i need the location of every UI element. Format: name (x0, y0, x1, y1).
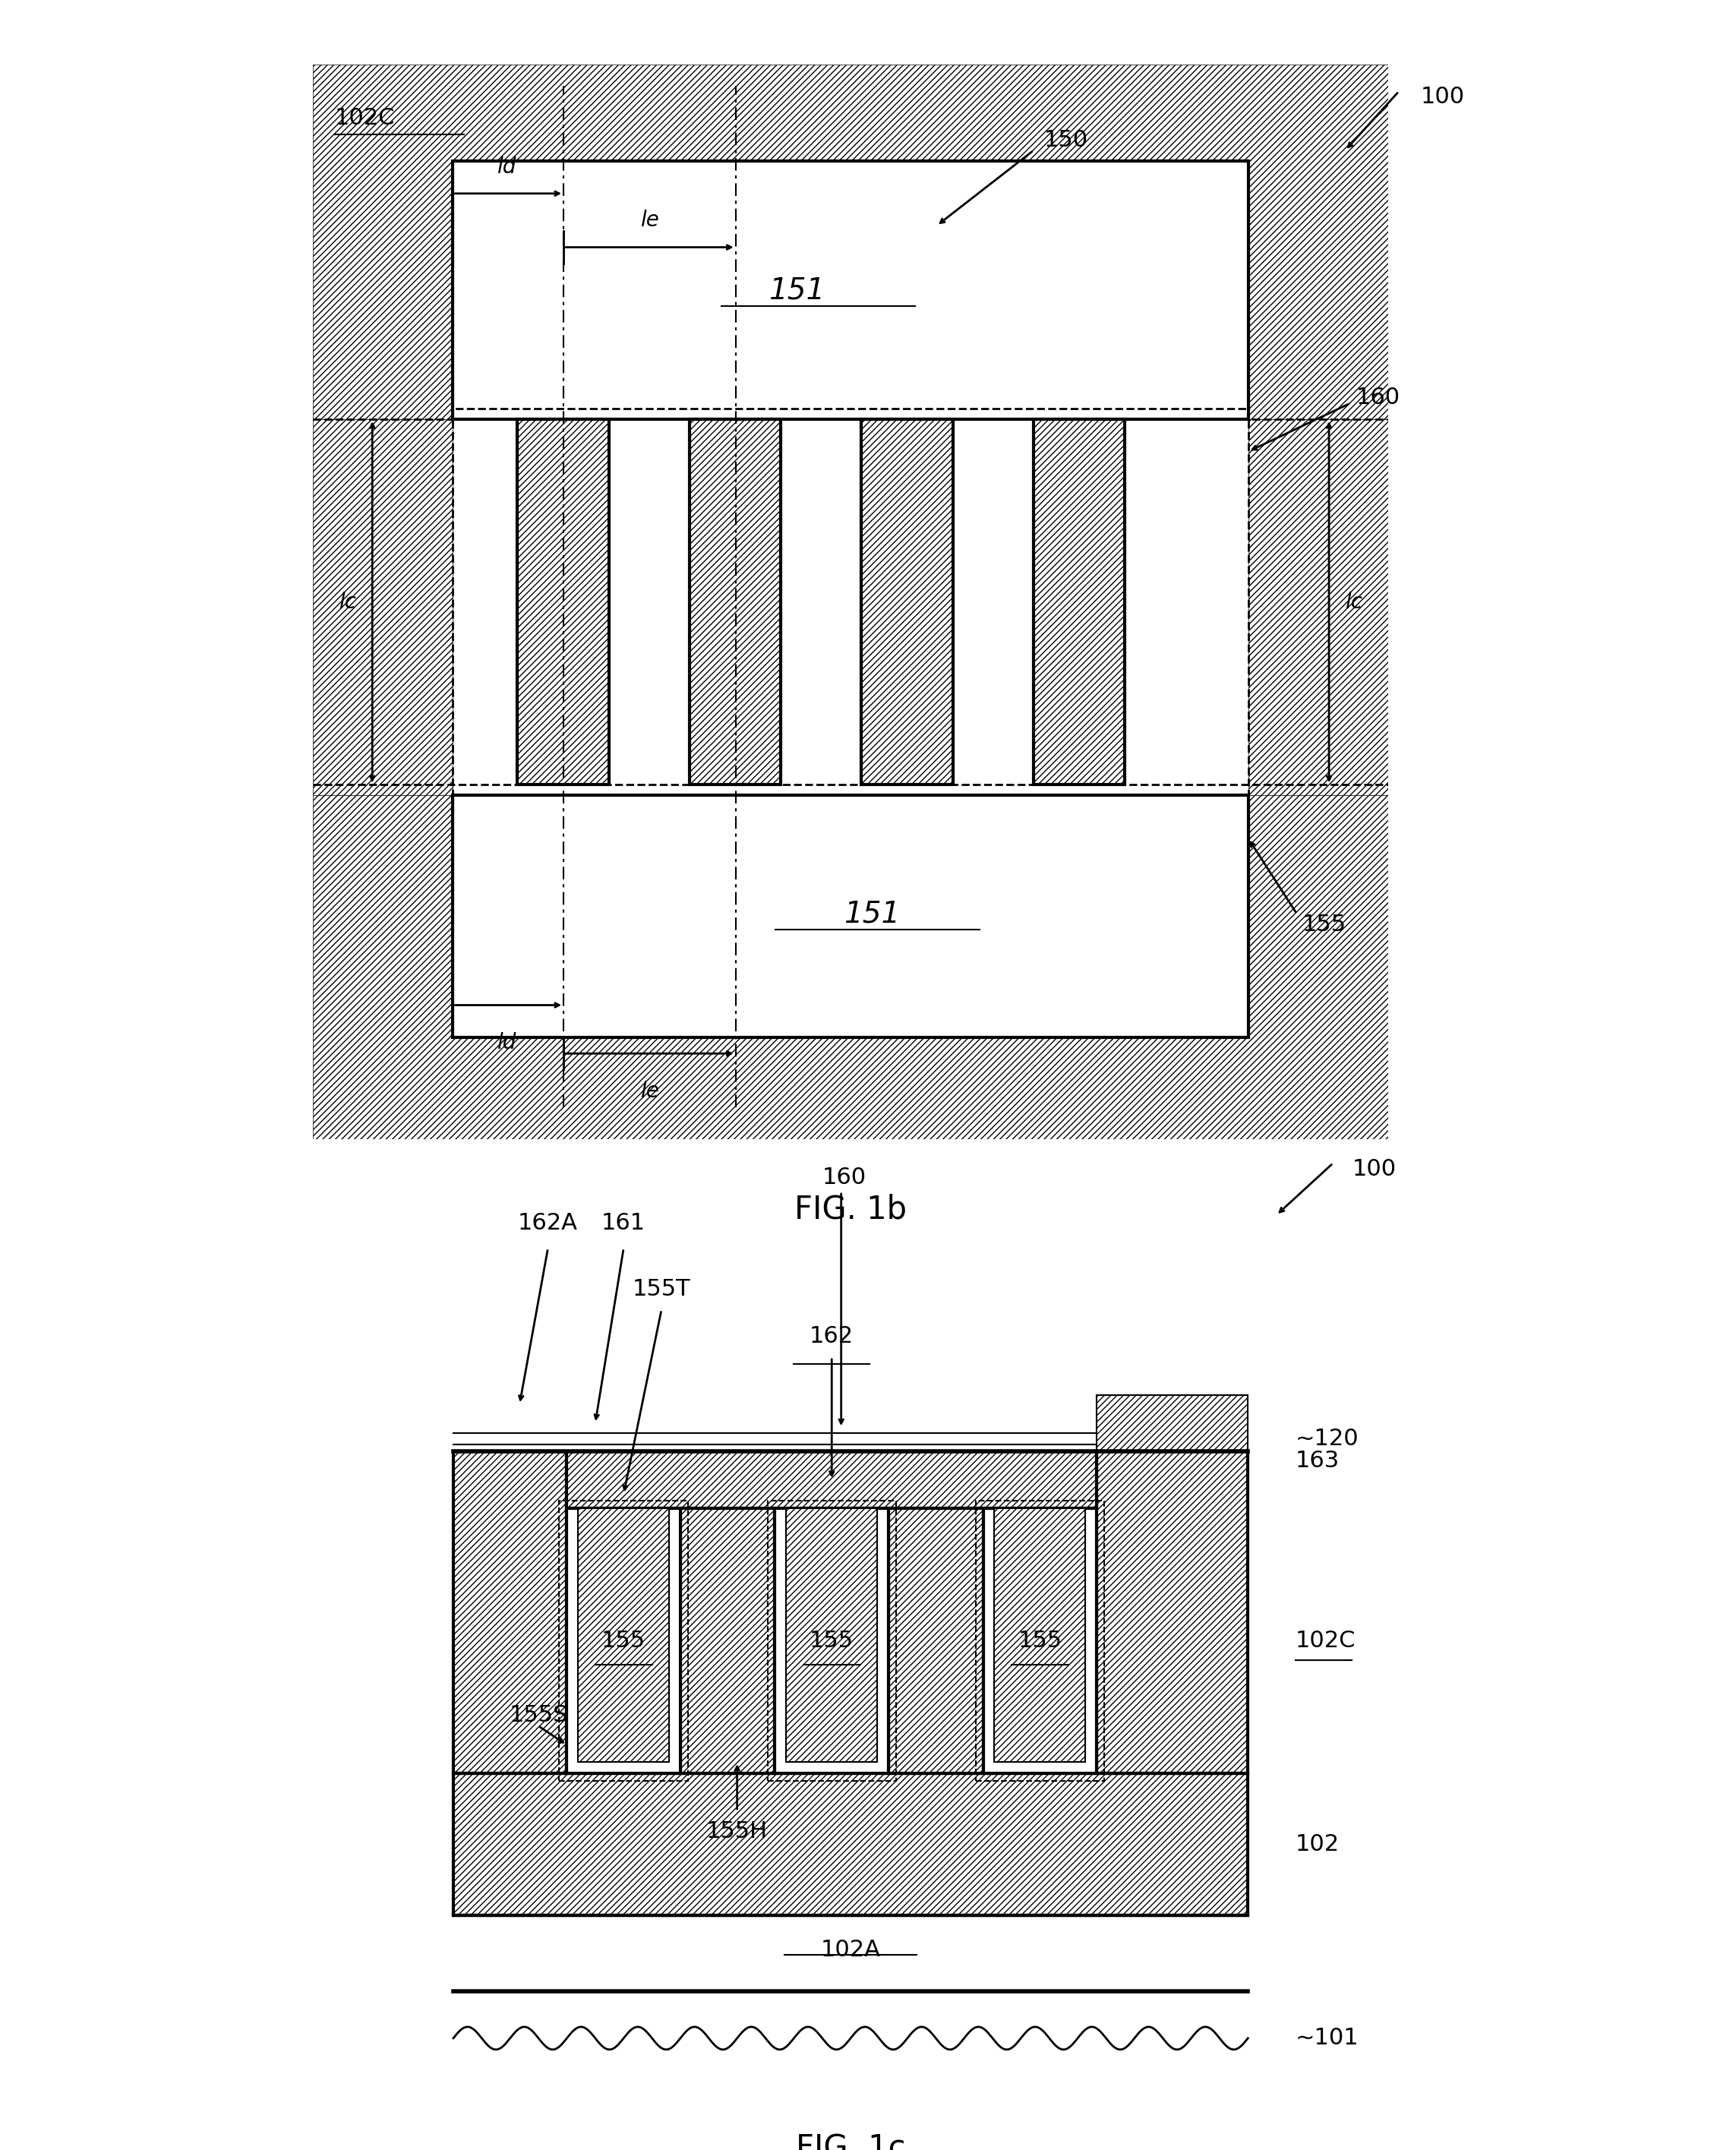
Text: FIG. 1c: FIG. 1c (795, 2133, 906, 2150)
Text: 100: 100 (1352, 1159, 1396, 1180)
Bar (1033, 419, 1125, 785)
Text: 155: 155 (1017, 1630, 1062, 1651)
Text: lc: lc (1345, 591, 1363, 613)
Bar (1248, 419, 1389, 796)
Bar (1097, 1451, 1248, 1774)
Text: 155T: 155T (632, 1279, 691, 1301)
Text: 161: 161 (602, 1213, 646, 1234)
Bar (774, 1509, 889, 1774)
Bar (995, 1509, 1085, 1763)
Text: 155: 155 (602, 1630, 646, 1651)
Text: 160: 160 (1356, 387, 1399, 408)
Text: 155: 155 (809, 1630, 854, 1651)
Text: 163: 163 (1295, 1449, 1340, 1473)
Text: 150: 150 (1043, 129, 1088, 150)
Bar (1097, 1395, 1248, 1451)
Text: 100: 100 (1420, 86, 1465, 108)
Bar (453, 408, 1248, 796)
Bar (312, 796, 1389, 1140)
Bar (786, 1509, 877, 1763)
Bar (689, 419, 781, 785)
Bar (517, 419, 609, 785)
Text: 155S: 155S (509, 1705, 568, 1726)
Bar (312, 64, 1389, 419)
Text: 102C: 102C (335, 108, 396, 129)
Bar (861, 419, 953, 785)
Text: 155H: 155H (707, 1821, 767, 1843)
Bar (767, 1501, 896, 1780)
Bar (453, 1451, 568, 1774)
Bar (559, 1501, 687, 1780)
Text: ~101: ~101 (1295, 2027, 1359, 2049)
Bar (453, 1774, 1248, 1916)
Text: lc: lc (339, 591, 356, 613)
Text: 155: 155 (1302, 914, 1345, 935)
Bar (889, 1509, 983, 1774)
Text: le: le (641, 1081, 660, 1101)
Text: FIG. 1b: FIG. 1b (795, 1193, 906, 1225)
Bar (453, 161, 1248, 419)
Bar (568, 1451, 1097, 1509)
Bar (976, 1501, 1104, 1780)
Bar (453, 796, 1248, 1038)
Text: ld: ld (496, 157, 516, 178)
Text: 102: 102 (1295, 1834, 1340, 1855)
Bar (568, 1509, 681, 1774)
Text: 162: 162 (809, 1327, 854, 1348)
Text: 102C: 102C (1295, 1630, 1356, 1651)
Bar (578, 1509, 668, 1763)
Text: le: le (641, 211, 660, 232)
Text: ~120: ~120 (1295, 1428, 1359, 1449)
Text: 160: 160 (823, 1165, 866, 1189)
Text: 151: 151 (769, 275, 825, 305)
Text: ld: ld (496, 1032, 516, 1053)
Bar (681, 1509, 774, 1774)
Bar (312, 419, 453, 796)
Text: 151: 151 (844, 899, 901, 929)
Text: 102A: 102A (821, 1939, 880, 1961)
Text: 162A: 162A (517, 1213, 578, 1234)
Bar (983, 1509, 1097, 1774)
